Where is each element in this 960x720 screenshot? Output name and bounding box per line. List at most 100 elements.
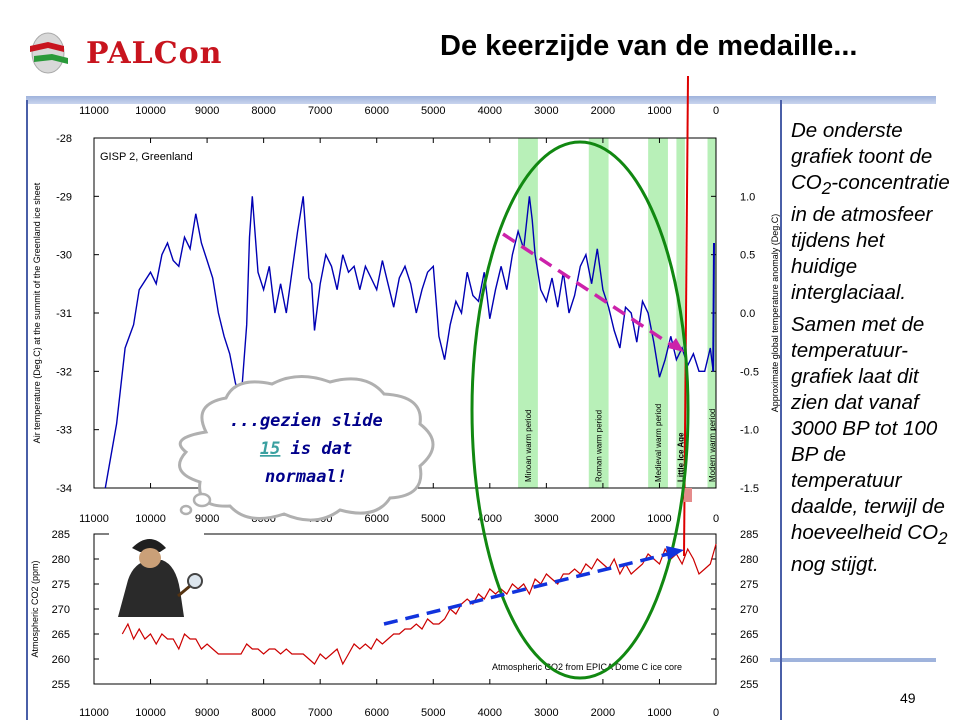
- x-tick-label: 3000: [534, 513, 558, 525]
- thought-cloud: ...gezien slide 15 is dat normaal!: [178, 375, 435, 522]
- y-tick-label: -31: [56, 308, 72, 320]
- x-tick-label: 4000: [478, 513, 502, 525]
- x-tick-label-top: 9000: [195, 105, 219, 117]
- x-tick-label: 6000: [364, 513, 388, 525]
- para2-part-a: Samen met de temperatuur-grafiek laat di…: [791, 313, 945, 545]
- co2-y-axis-label: Atmospheric CO2 (ppm): [30, 560, 40, 657]
- x-tick-label: 11000: [79, 707, 109, 719]
- logo-text: PALCon: [86, 36, 223, 71]
- y-tick-label: 260: [52, 654, 70, 666]
- x-tick-label-top: 5000: [421, 105, 445, 117]
- co2-trend-arrow: [383, 551, 673, 626]
- sidebar-paragraph-2: Samen met de temperatuur-grafiek laat di…: [791, 312, 956, 578]
- period-label: Minoan warm period: [524, 410, 533, 482]
- y2-tick-label: 270: [740, 604, 758, 616]
- x-tick-label-top: 1000: [647, 105, 671, 117]
- x-tick-label-top: 11000: [79, 105, 109, 117]
- y-tick-label: 275: [52, 579, 70, 591]
- y-tick-label: -32: [56, 366, 72, 378]
- detective-coat: [118, 560, 184, 617]
- x-tick-label-top: 0: [713, 105, 719, 117]
- warm-period-band: [648, 138, 668, 488]
- magnifier-lens: [187, 573, 203, 589]
- x-tick-label: 1000: [647, 513, 671, 525]
- x-tick-label-top: 6000: [364, 105, 388, 117]
- x-tick-label: 9000: [195, 513, 219, 525]
- cloud-line-3: normaal!: [265, 467, 347, 487]
- period-label: Little Ice Age: [677, 432, 686, 482]
- y-tick-label: 265: [52, 629, 70, 641]
- x-tick-label-top: 10000: [135, 105, 166, 117]
- temperature-trend-arrowhead: [668, 338, 684, 352]
- x-tick-label-top: 2000: [591, 105, 615, 117]
- x-tick-label: 5000: [421, 707, 445, 719]
- co2-chart: 11000 10000 9000 8000 7000 6000 5000 4000 3000 20…: [30, 529, 758, 719]
- x-tick-label: 10000: [135, 513, 166, 525]
- period-label: Medieval warm period: [654, 404, 663, 482]
- temperature-chart-title: GISP 2, Greenland: [100, 151, 193, 163]
- cloud-line-1: ...gezien slide: [229, 411, 383, 431]
- x-tick-label-top: 4000: [478, 105, 502, 117]
- x-tick-label: 2000: [591, 707, 615, 719]
- x-tick-label-top: 8000: [251, 105, 275, 117]
- palcon-logo: PALCon: [24, 26, 221, 80]
- x-tick-label: 10000: [135, 707, 166, 719]
- y-tick-label: -29: [56, 191, 72, 203]
- y2-tick-label: -1.0: [740, 425, 759, 437]
- detective-hat: [132, 539, 166, 552]
- y-tick-label: 255: [52, 679, 70, 691]
- y2-tick-label: 265: [740, 629, 758, 641]
- y-axis-label: Air temperature (Deg.C) at the summit of…: [32, 182, 42, 443]
- x-tick-label: 4000: [478, 707, 502, 719]
- cloud-line-2: 15 is dat: [260, 439, 352, 459]
- cloud-line-2-rest: is dat: [280, 439, 352, 459]
- co2-trend-arrowhead: [666, 546, 684, 560]
- detective-face: [139, 548, 161, 568]
- slide-15-link[interactable]: 15: [260, 439, 280, 459]
- y2-tick-label: 275: [740, 579, 758, 591]
- temperature-chart: Minoan warm period Roman warm period Medie…: [32, 105, 780, 525]
- para2-part-b: nog stijgt.: [791, 553, 879, 577]
- x-tick-label: 3000: [534, 707, 558, 719]
- para1-subscript: 2: [821, 179, 832, 199]
- period-label: Modern warm period: [708, 409, 717, 482]
- y-tick-label: 270: [52, 604, 70, 616]
- y2-tick-label: 0.5: [740, 250, 755, 262]
- y-tick-label: -33: [56, 425, 72, 437]
- x-tick-label: 7000: [308, 707, 332, 719]
- x-tick-label-top: 7000: [308, 105, 332, 117]
- present-marker-block: [684, 488, 692, 502]
- co2-source-annotation: Atmospheric CO2 from EPICA Dome C ice co…: [492, 662, 682, 672]
- y2-tick-label: -0.5: [740, 366, 759, 378]
- x-tick-label: 2000: [591, 513, 615, 525]
- x-tick-label: 9000: [195, 707, 219, 719]
- thought-bubble: [192, 492, 212, 508]
- chart-frame: [26, 100, 782, 720]
- para1-part-a: De onderste grafiek toont de CO: [791, 119, 933, 194]
- warm-period-band: [588, 138, 609, 488]
- para2-subscript: 2: [938, 529, 948, 549]
- thought-bubble: [179, 504, 193, 516]
- y2-tick-label: 285: [740, 529, 758, 541]
- x-tick-label: 0: [713, 513, 719, 525]
- page-number: 49: [900, 690, 916, 706]
- annotation-overlay: ...gezien slide 15 is dat normaal!: [109, 75, 692, 680]
- y2-tick-label: -1.5: [740, 483, 759, 495]
- x-tick-label: 1000: [647, 707, 671, 719]
- x-tick-label: 8000: [251, 707, 275, 719]
- modern-temperature-uptick: [712, 242, 715, 372]
- temperature-line: [104, 196, 714, 489]
- detective-image: [109, 527, 204, 617]
- x-tick-label: 6000: [364, 707, 388, 719]
- y-tick-label: -28: [56, 133, 72, 145]
- y2-tick-label: 1.0: [740, 191, 755, 203]
- y-tick-label: -34: [56, 483, 72, 495]
- y2-tick-label: 260: [740, 654, 758, 666]
- highlight-ellipse: [470, 140, 690, 680]
- temperature-trend-arrow: [502, 232, 677, 350]
- thought-cloud-body: [178, 375, 435, 522]
- y2-axis-label: Approximate global temperature anomaly (…: [770, 214, 780, 413]
- page-title: De keerzijde van de medaille...: [440, 30, 858, 62]
- globe-arrows-icon: [30, 32, 68, 74]
